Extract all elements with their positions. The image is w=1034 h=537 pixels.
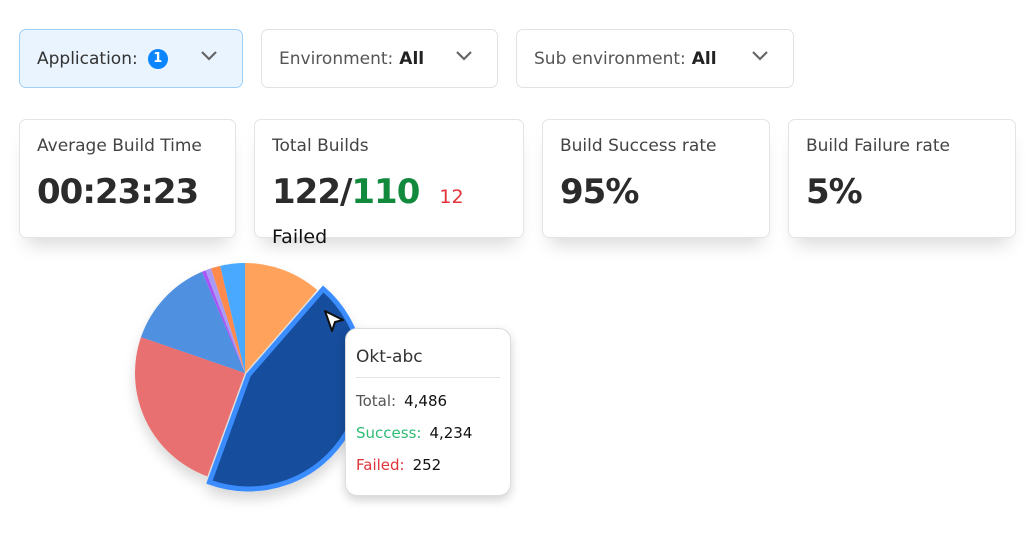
environment-filter-label: Environment: <box>279 48 394 69</box>
chevron-down-icon <box>456 51 472 61</box>
total-builds-value: 122/ <box>272 172 352 212</box>
card-value: 122/110 12 Failed <box>272 172 506 252</box>
tooltip-failed-label: Failed: <box>356 456 405 474</box>
card-value: 5% <box>806 172 863 212</box>
chevron-down-icon <box>752 51 768 61</box>
chart-tooltip: Okt-abc Total: 4,486 Success: 4,234 Failed… <box>345 328 511 496</box>
tooltip-title: Okt-abc <box>356 347 500 378</box>
chevron-down-icon <box>201 51 217 61</box>
application-filter-label: Application: <box>37 48 138 69</box>
card-title: Average Build Time <box>37 136 202 156</box>
tooltip-total-value: 4,486 <box>404 392 448 410</box>
tooltip-total-label: Total: <box>356 392 397 410</box>
tooltip-success-value: 4,234 <box>429 424 473 442</box>
average-build-time-card: Average Build Time 00:23:23 <box>19 119 236 238</box>
sub-environment-filter[interactable]: Sub environment: All <box>516 29 794 88</box>
build-failure-rate-card: Build Failure rate 5% <box>788 119 1016 238</box>
successful-builds-value: 110 <box>351 172 420 212</box>
pie-slice[interactable] <box>220 263 245 373</box>
card-value: 00:23:23 <box>37 172 199 212</box>
application-filter[interactable]: Application: 1 <box>19 29 243 88</box>
card-title: Total Builds <box>272 136 369 156</box>
pie-slice[interactable] <box>140 271 245 373</box>
build-success-rate-card: Build Success rate 95% <box>542 119 770 238</box>
card-value: 95% <box>560 172 639 212</box>
sub-environment-filter-value: All <box>691 48 717 69</box>
mouse-cursor-icon <box>324 310 344 332</box>
card-title: Build Success rate <box>560 136 717 156</box>
failed-label: Failed <box>272 226 328 248</box>
sub-environment-filter-label: Sub environment: <box>534 48 686 69</box>
pie-slice[interactable] <box>245 263 318 373</box>
pie-slice[interactable] <box>205 268 245 373</box>
pie-slice[interactable] <box>210 265 245 373</box>
failed-count: 12 <box>439 186 464 208</box>
selected-count-badge: 1 <box>147 48 168 69</box>
pie-slice[interactable] <box>202 270 245 373</box>
tooltip-failed-value: 252 <box>412 456 442 474</box>
tooltip-success-label: Success: <box>356 424 422 442</box>
pie-slice[interactable] <box>135 337 245 477</box>
card-title: Build Failure rate <box>806 136 950 156</box>
environment-filter-value: All <box>399 48 425 69</box>
total-builds-card: Total Builds 122/110 12 Failed <box>254 119 524 248</box>
environment-filter[interactable]: Environment: All <box>261 29 498 88</box>
